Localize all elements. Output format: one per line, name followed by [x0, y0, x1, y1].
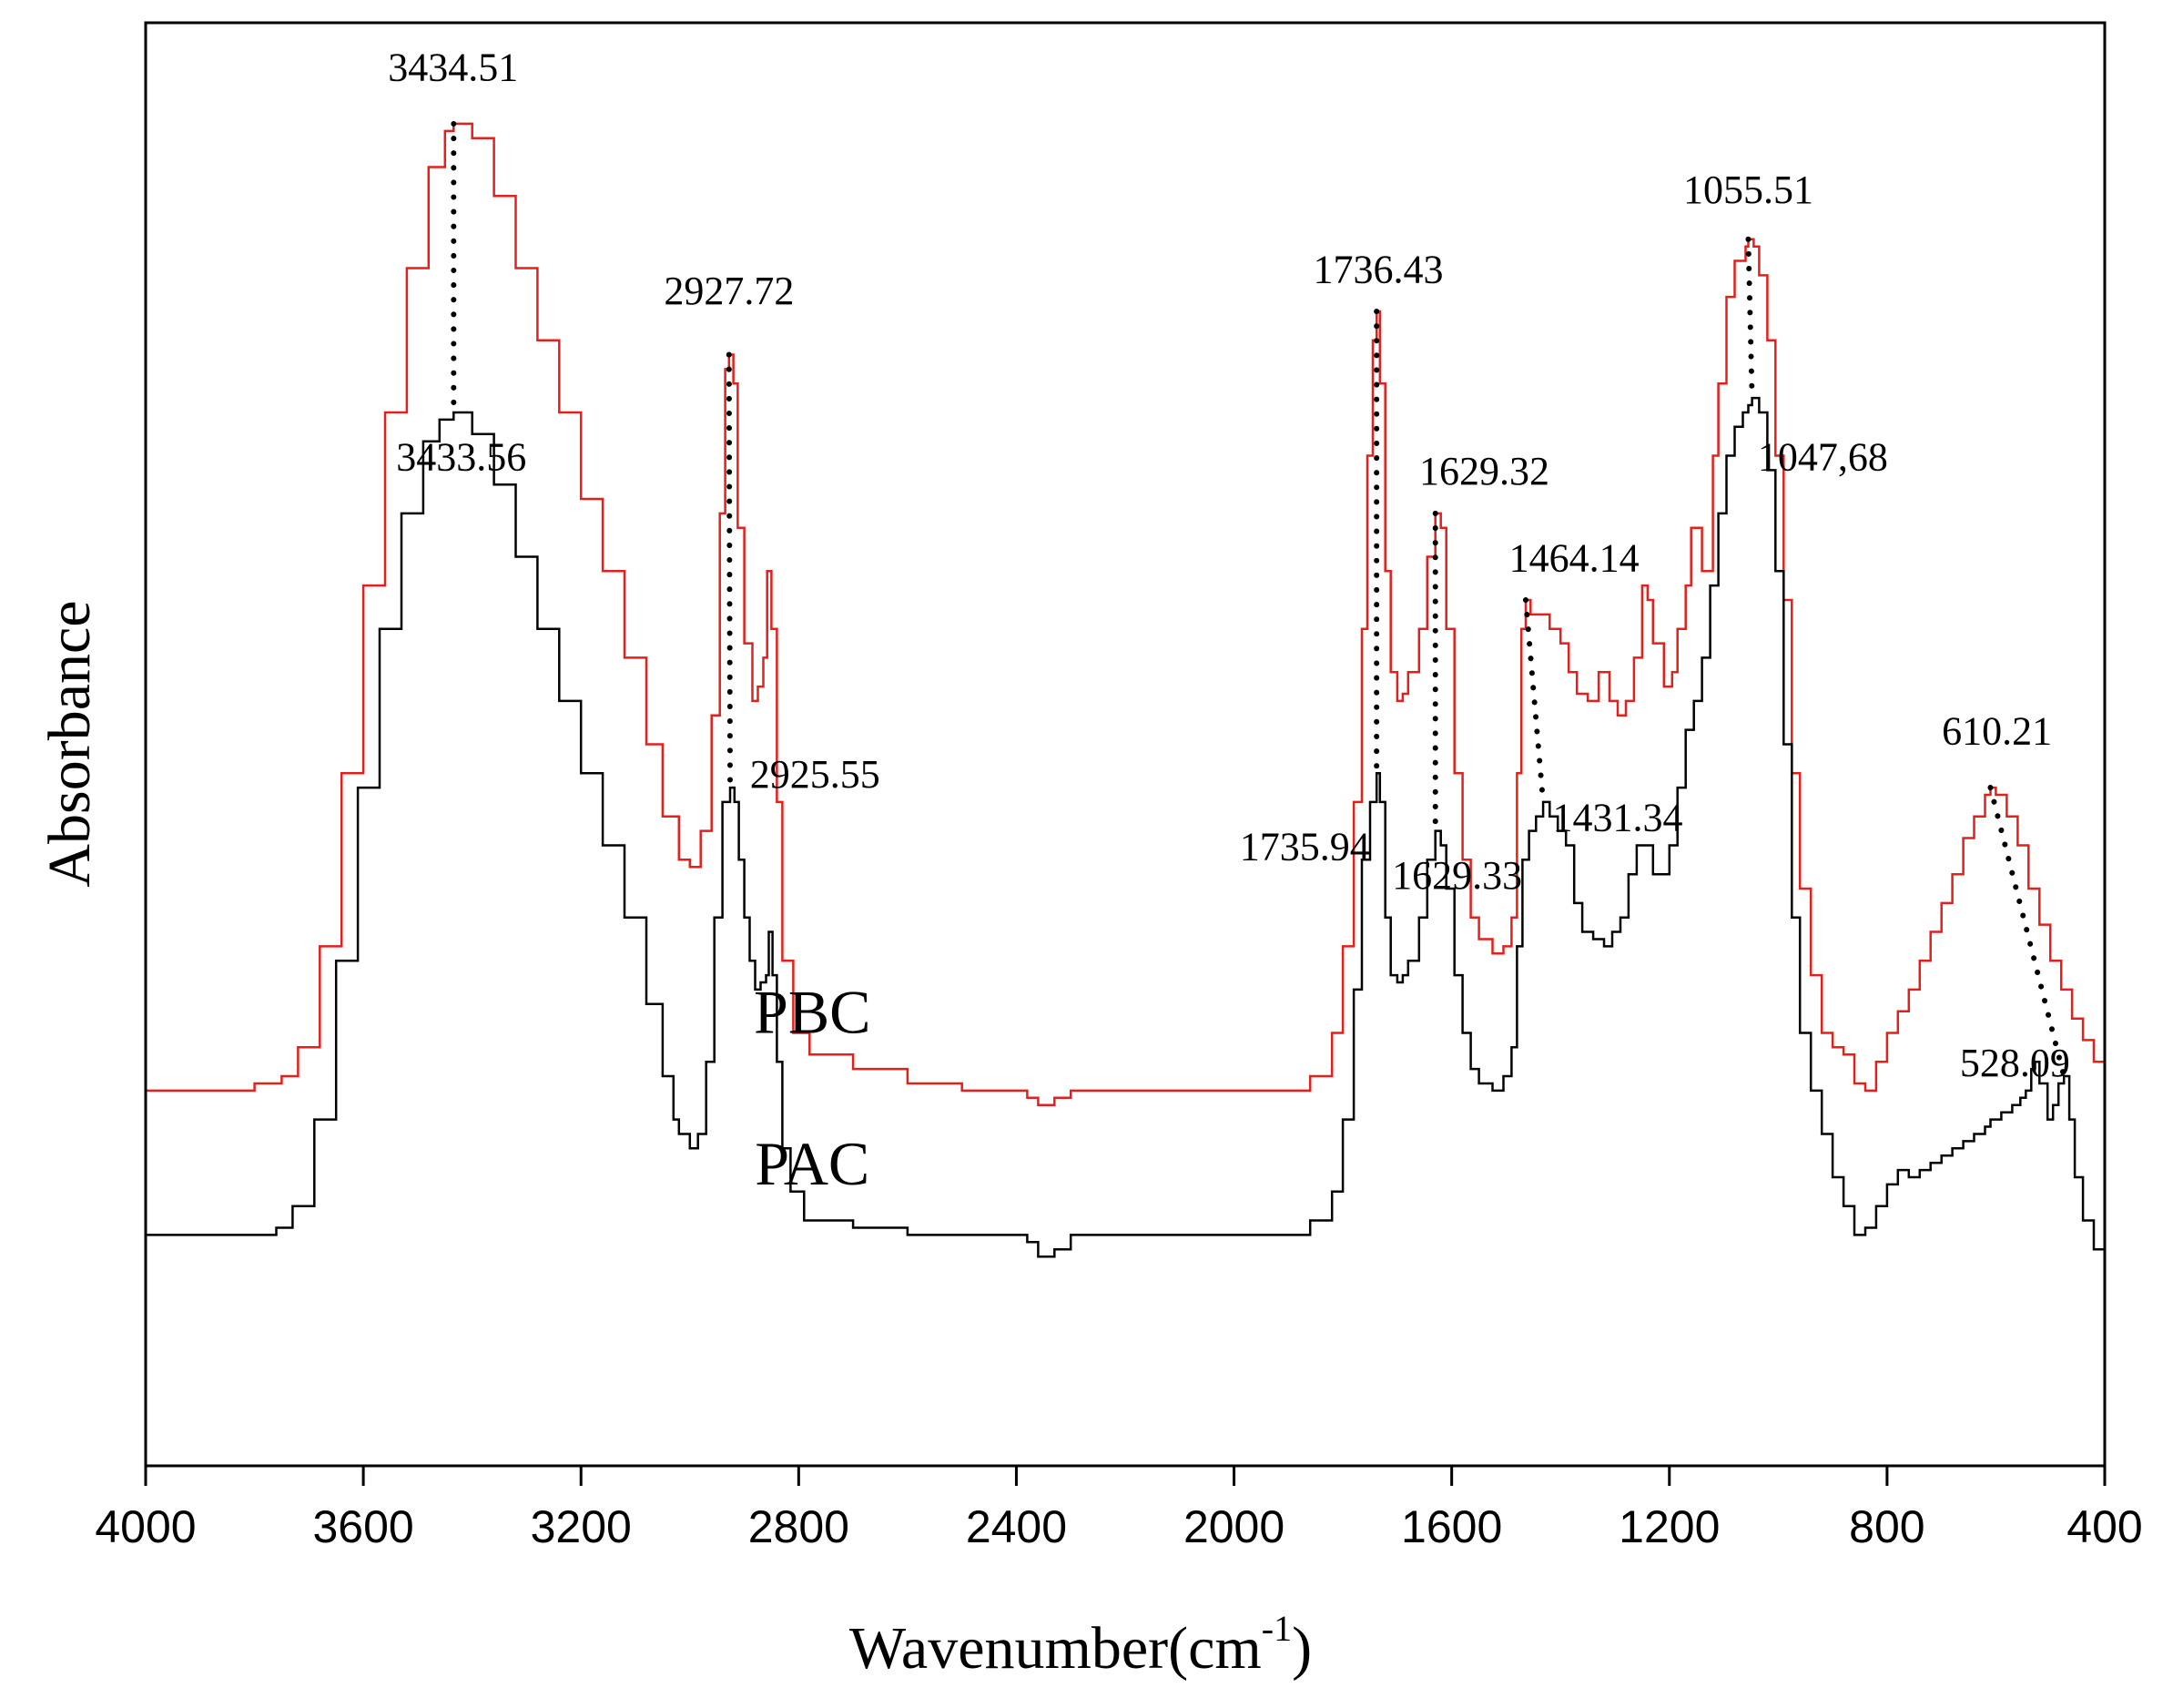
x-tick-label-2400: 2400	[966, 1501, 1067, 1552]
peak-label-11: 1047,68	[1758, 434, 1888, 479]
peak-label-10: 1055.51	[1683, 168, 1813, 212]
peak-annotations: 3434.51 3433.56 2927.72 2925.55 1736.43 1735.…	[388, 45, 2070, 1085]
x-tick-label-4000: 4000	[95, 1501, 196, 1552]
x-tick-label-1600: 1600	[1401, 1501, 1502, 1552]
series-labels: PBC PAC	[754, 978, 871, 1198]
peak-label-7: 1629.33	[1392, 853, 1522, 898]
peak-label-6: 1629.32	[1419, 449, 1549, 493]
x-tick-label-3600: 3600	[312, 1501, 413, 1552]
peak-label-3: 2925.55	[750, 752, 880, 797]
peak-label-0: 3434.51	[388, 45, 518, 89]
peak-label-1: 3433.56	[396, 434, 526, 479]
x-axis-ticks: 4000 3600 3200 2800 2400 2000 1600 1200 800 400	[95, 1466, 2143, 1552]
peak-connector-5	[1745, 236, 1755, 402]
peak-label-5: 1735.94	[1240, 824, 1370, 869]
peak-connector-1	[726, 351, 734, 791]
peak-connector-layer	[451, 120, 2067, 1080]
x-axis-title-suffix: )	[1292, 1615, 1312, 1682]
x-tick-label-1200: 1200	[1619, 1501, 1720, 1552]
peak-label-9: 1431.34	[1552, 796, 1682, 840]
y-axis-title: Absorbance	[36, 600, 103, 887]
x-tick-label-3200: 3200	[531, 1501, 632, 1552]
series-label-pac: PAC	[755, 1129, 869, 1198]
x-tick-label-400: 400	[2066, 1501, 2142, 1552]
x-tick-label-2000: 2000	[1183, 1501, 1285, 1552]
peak-label-13: 528.09	[1960, 1041, 2070, 1085]
x-axis-title-superscript: -1	[1262, 1608, 1292, 1649]
peak-connector-6	[1987, 785, 2067, 1080]
x-tick-label-800: 800	[1849, 1501, 1924, 1552]
peak-connector-4	[1522, 597, 1547, 805]
peak-label-8: 1464.14	[1509, 535, 1640, 580]
plot-frame	[144, 21, 2107, 1468]
peak-label-4: 1736.43	[1313, 247, 1443, 291]
series-line-pac	[146, 396, 2107, 1293]
series-label-pbc: PBC	[754, 978, 871, 1047]
x-axis-title: Wavenumber(cm-1)	[849, 1608, 1312, 1682]
peak-label-2: 2927.72	[664, 269, 794, 313]
plot-series-layer	[146, 122, 2107, 1293]
x-tick-label-2800: 2800	[748, 1501, 849, 1552]
series-line-pbc	[146, 122, 2107, 1107]
peak-label-12: 610.21	[1942, 709, 2052, 754]
x-axis-title-main: Wavenumber(cm	[849, 1615, 1262, 1682]
